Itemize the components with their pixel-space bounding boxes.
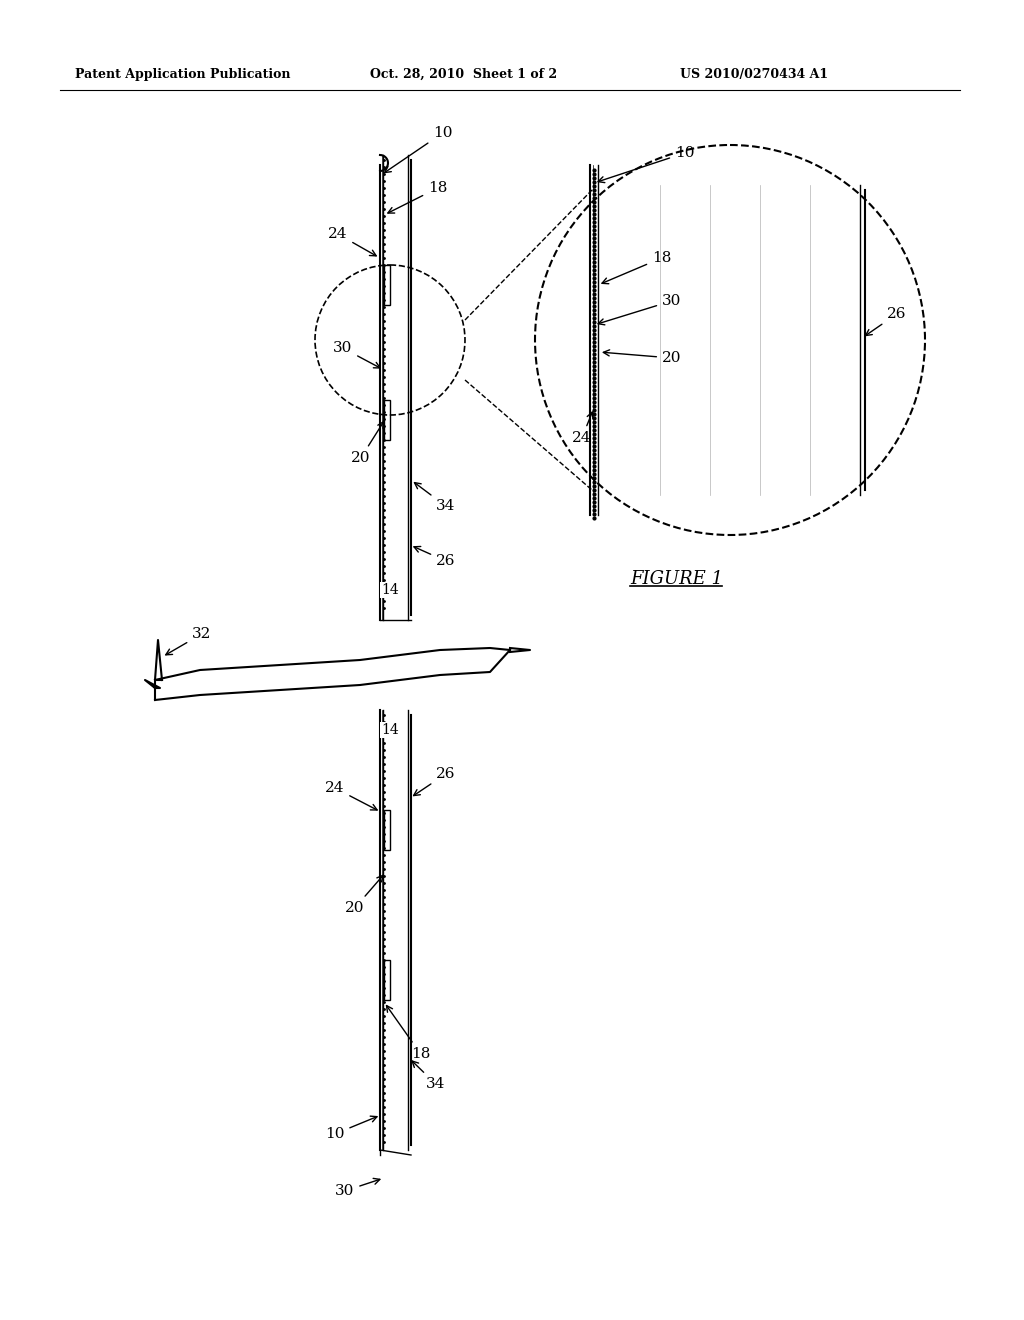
Bar — [384, 265, 390, 305]
Text: 32: 32 — [166, 627, 211, 655]
Text: 10: 10 — [385, 125, 453, 173]
Text: 14: 14 — [381, 583, 399, 597]
Text: 30: 30 — [598, 294, 681, 325]
Text: 30: 30 — [333, 341, 380, 368]
Bar — [384, 810, 390, 850]
Text: 30: 30 — [335, 1179, 380, 1199]
Text: 20: 20 — [603, 350, 682, 366]
Text: 24: 24 — [572, 412, 593, 445]
Text: 24: 24 — [328, 227, 376, 256]
Bar — [384, 960, 390, 1001]
Text: 26: 26 — [414, 767, 456, 796]
Text: 20: 20 — [345, 875, 383, 915]
Bar — [384, 400, 390, 440]
Text: 14: 14 — [381, 723, 399, 737]
Text: 10: 10 — [325, 1117, 377, 1140]
Text: 26: 26 — [865, 308, 906, 335]
Text: 18: 18 — [602, 251, 672, 284]
Text: Patent Application Publication: Patent Application Publication — [75, 69, 291, 81]
Text: 34: 34 — [415, 483, 456, 513]
Text: US 2010/0270434 A1: US 2010/0270434 A1 — [680, 69, 828, 81]
Text: 24: 24 — [325, 781, 377, 810]
Text: 18: 18 — [386, 1006, 430, 1061]
Text: Oct. 28, 2010  Sheet 1 of 2: Oct. 28, 2010 Sheet 1 of 2 — [370, 69, 557, 81]
Text: 34: 34 — [412, 1061, 445, 1092]
Text: 18: 18 — [388, 181, 447, 213]
Text: 10: 10 — [598, 147, 694, 182]
Text: FIGURE 1: FIGURE 1 — [630, 570, 723, 587]
Text: 20: 20 — [351, 421, 384, 465]
Text: 26: 26 — [414, 546, 456, 568]
